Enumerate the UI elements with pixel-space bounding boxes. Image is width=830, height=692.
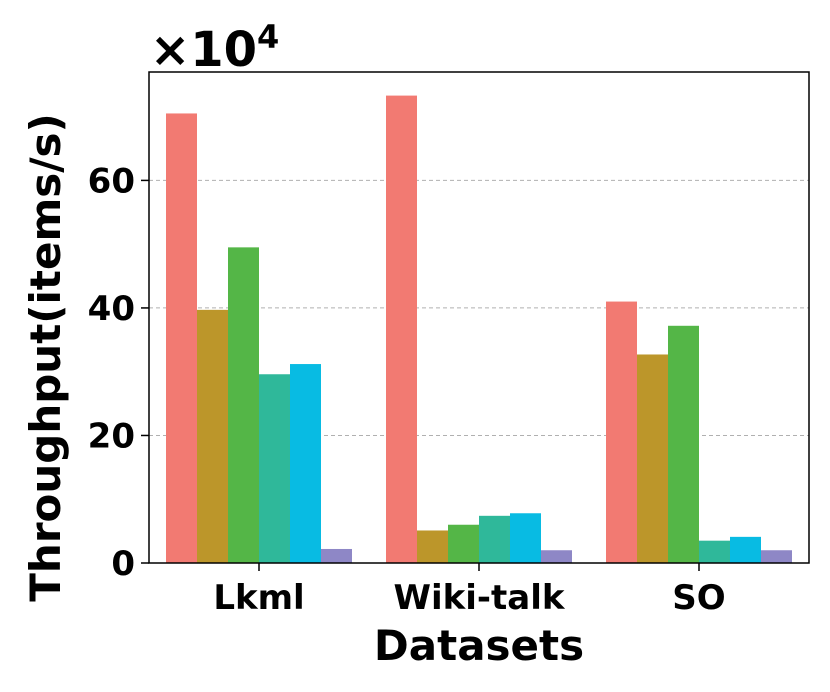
x-axis-label: Datasets <box>374 621 584 670</box>
x-ticks: Lkml Wiki-talk SO <box>213 563 726 618</box>
bar <box>510 513 541 563</box>
bar <box>321 548 352 563</box>
y-axis-label: Throughput(items/s) <box>21 113 70 601</box>
bar <box>448 524 479 563</box>
x-tick-label: SO <box>672 578 725 618</box>
bar <box>730 536 761 563</box>
bar <box>259 374 290 563</box>
bar <box>479 515 510 563</box>
bar <box>699 540 730 563</box>
bar <box>606 301 637 563</box>
bar <box>637 354 668 563</box>
y-tick-label: 20 <box>88 416 135 456</box>
bar <box>541 550 572 563</box>
bars <box>166 95 792 563</box>
bar <box>386 95 417 563</box>
bar <box>228 247 259 563</box>
y-tick-label: 0 <box>111 544 135 584</box>
multiplier-exponent: 4 <box>257 18 279 56</box>
bar <box>197 309 228 563</box>
bar <box>668 325 699 563</box>
bar <box>290 364 321 563</box>
y-tick-label: 60 <box>88 161 135 201</box>
bar <box>417 530 448 563</box>
y-tick-label: 40 <box>88 289 135 329</box>
grid-lines <box>149 179 809 436</box>
x-tick-label: Lkml <box>213 578 304 618</box>
y-axis-multiplier: ×104 <box>150 18 279 78</box>
bar <box>166 113 197 563</box>
multiplier-base: ×10 <box>150 22 257 78</box>
bar <box>761 550 792 563</box>
y-ticks: 0 20 40 60 <box>88 161 149 584</box>
x-tick-label: Wiki-talk <box>394 578 566 618</box>
